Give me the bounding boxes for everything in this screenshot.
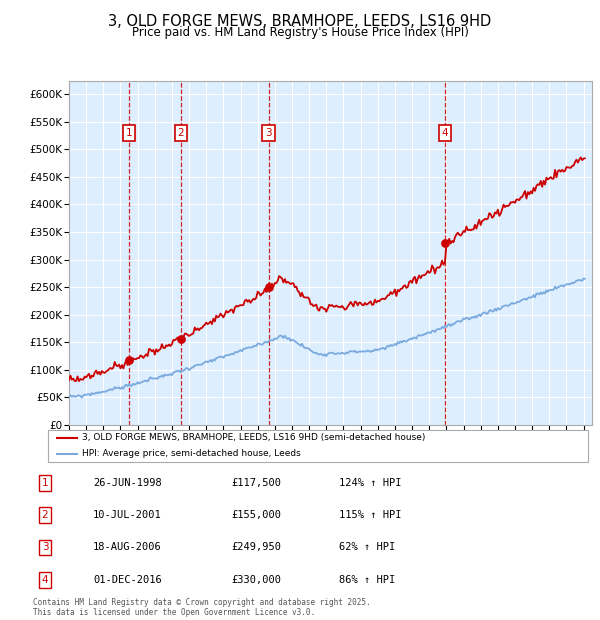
Text: 3, OLD FORGE MEWS, BRAMHOPE, LEEDS, LS16 9HD (semi-detached house): 3, OLD FORGE MEWS, BRAMHOPE, LEEDS, LS16…: [82, 433, 425, 442]
Text: 10-JUL-2001: 10-JUL-2001: [93, 510, 162, 520]
Text: 115% ↑ HPI: 115% ↑ HPI: [339, 510, 401, 520]
Point: [176, 334, 185, 344]
Text: 4: 4: [442, 128, 448, 138]
Point: [440, 238, 450, 248]
Text: £117,500: £117,500: [231, 478, 281, 488]
Text: 86% ↑ HPI: 86% ↑ HPI: [339, 575, 395, 585]
Text: 1: 1: [125, 128, 132, 138]
Text: 3: 3: [265, 128, 272, 138]
Text: 2: 2: [178, 128, 184, 138]
Point: [264, 282, 274, 292]
Text: 01-DEC-2016: 01-DEC-2016: [93, 575, 162, 585]
FancyBboxPatch shape: [48, 430, 588, 462]
Text: 26-JUN-1998: 26-JUN-1998: [93, 478, 162, 488]
Text: 62% ↑ HPI: 62% ↑ HPI: [339, 542, 395, 552]
Text: £249,950: £249,950: [231, 542, 281, 552]
Point: [124, 355, 134, 365]
Text: HPI: Average price, semi-detached house, Leeds: HPI: Average price, semi-detached house,…: [82, 450, 301, 458]
Text: £330,000: £330,000: [231, 575, 281, 585]
Text: 1: 1: [41, 478, 49, 488]
Text: 124% ↑ HPI: 124% ↑ HPI: [339, 478, 401, 488]
Text: £155,000: £155,000: [231, 510, 281, 520]
Text: 18-AUG-2006: 18-AUG-2006: [93, 542, 162, 552]
Text: 4: 4: [41, 575, 49, 585]
Text: 3: 3: [41, 542, 49, 552]
Text: 2: 2: [41, 510, 49, 520]
Text: Contains HM Land Registry data © Crown copyright and database right 2025.
This d: Contains HM Land Registry data © Crown c…: [33, 598, 371, 617]
Text: Price paid vs. HM Land Registry's House Price Index (HPI): Price paid vs. HM Land Registry's House …: [131, 26, 469, 39]
Text: 3, OLD FORGE MEWS, BRAMHOPE, LEEDS, LS16 9HD: 3, OLD FORGE MEWS, BRAMHOPE, LEEDS, LS16…: [109, 14, 491, 29]
